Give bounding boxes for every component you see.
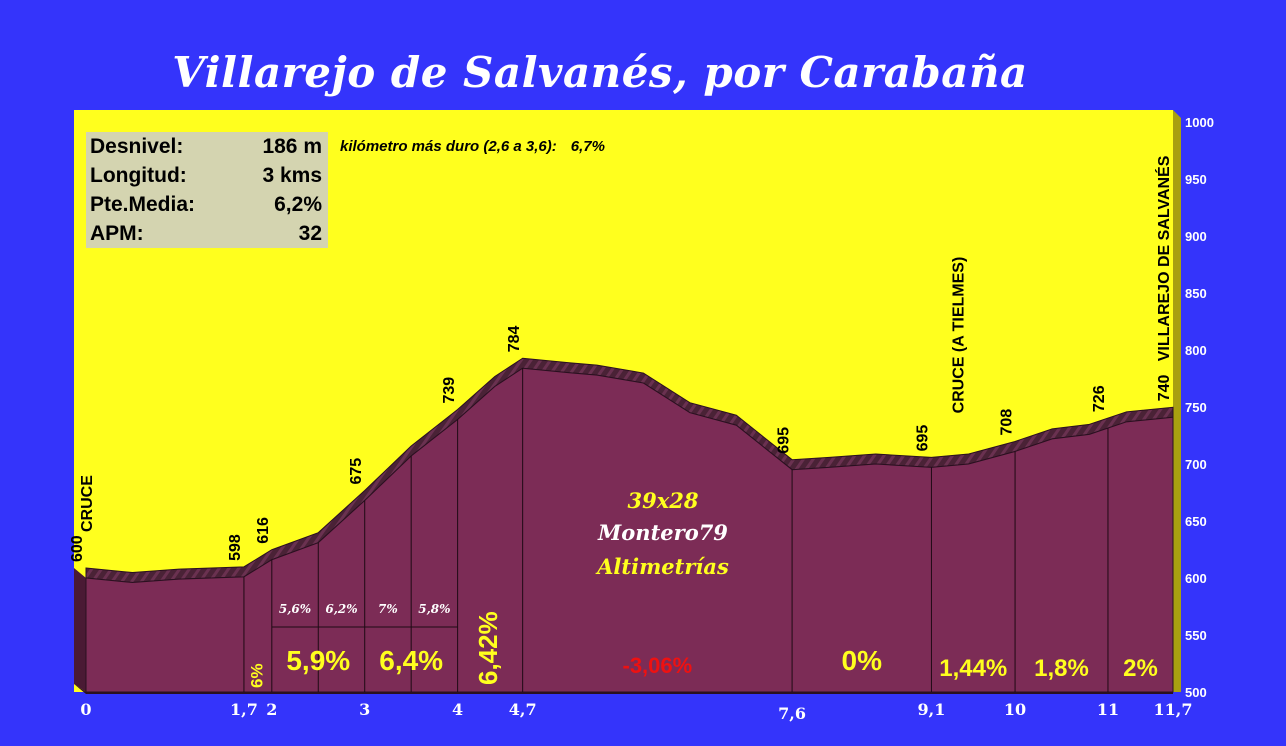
x-tick-label: 0 <box>80 700 91 719</box>
half-km-grade: 7% <box>378 602 398 616</box>
credit-author: Montero79 <box>597 520 728 545</box>
y-tick-label: 700 <box>1185 457 1207 472</box>
terrain-body <box>85 367 1174 693</box>
y-tick-label: 500 <box>1185 685 1207 700</box>
half-km-grade: 5,6% <box>279 602 311 616</box>
x-tick-label: 11 <box>1097 700 1119 719</box>
elevation-label: 695 <box>775 427 792 454</box>
credit-site: Altimetrías <box>595 554 729 579</box>
sky-panel-edge <box>1173 110 1181 692</box>
stat-value: 32 <box>298 222 322 245</box>
segment-grade: 1,44% <box>939 655 1007 682</box>
y-tick-label: 650 <box>1185 514 1207 529</box>
segment-grade: 6,4% <box>379 645 443 676</box>
elevation-label: 598 <box>227 534 244 561</box>
elevation-label: 784 <box>506 325 523 352</box>
place-label: CRUCE (A TIELMES) <box>951 257 968 414</box>
y-tick-label: 750 <box>1185 400 1207 415</box>
segment-grade: -3,06% <box>623 653 693 678</box>
elevation-label: 726 <box>1091 385 1108 412</box>
x-tick-label: 7,6 <box>778 704 806 723</box>
x-tick-label: 10 <box>1004 700 1026 719</box>
segment-grade: 2% <box>1123 655 1158 682</box>
y-tick-label: 900 <box>1185 229 1207 244</box>
stat-row-apm: APM: 32 <box>86 219 328 248</box>
segment-grade: 0% <box>842 645 883 676</box>
elevation-label: 695 <box>915 425 932 452</box>
stat-label: Pte.Media: <box>90 193 196 216</box>
x-tick-label: 9,1 <box>918 700 946 719</box>
terrain-side <box>74 568 86 692</box>
y-tick-label: 950 <box>1185 172 1207 187</box>
x-tick-label: 11,7 <box>1154 700 1193 719</box>
segment-grade: 6,42% <box>473 611 503 685</box>
x-tick-label: 4,7 <box>509 700 537 719</box>
x-tick-label: 3 <box>359 700 370 719</box>
elevation-label: 616 <box>255 517 272 544</box>
elevation-label: 739 <box>441 377 458 404</box>
stat-value: 186 m <box>262 135 322 158</box>
stat-row-longitud: Longitud: 3 kms <box>86 161 328 190</box>
half-km-grade: 6,2% <box>325 602 357 616</box>
stat-label: APM: <box>90 222 144 245</box>
terrain-bottom <box>74 684 1173 694</box>
stat-row-desnivel: Desnivel: 186 m <box>86 132 328 161</box>
stats-panel: Desnivel: 186 m Longitud: 3 kms Pte.Medi… <box>86 132 328 248</box>
place-label: VILLAREJO DE SALVANÉS <box>1154 155 1173 361</box>
stat-row-pendiente-media: Pte.Media: 6,2% <box>86 190 328 219</box>
place-label: CRUCE <box>79 475 96 532</box>
half-km-grade: 5,8% <box>418 602 450 616</box>
y-tick-label: 850 <box>1185 286 1207 301</box>
elevation-label: 740 <box>1156 374 1173 401</box>
y-tick-label: 550 <box>1185 628 1207 643</box>
stat-value: 6,2% <box>274 193 322 216</box>
x-tick-label: 4 <box>452 700 463 719</box>
y-tick-label: 600 <box>1185 571 1207 586</box>
x-tick-label: 1,7 <box>230 700 258 719</box>
y-tick-label: 800 <box>1185 343 1207 358</box>
hardest-km-note: kilómetro más duro (2,6 a 3,6): 6,7% <box>340 138 605 155</box>
hardest-km-value: 6,7% <box>570 138 605 155</box>
elevation-label: 708 <box>998 409 1015 436</box>
segment-grade: 5,9% <box>286 645 350 676</box>
chart-title: Villarejo de Salvanés, por Carabaña <box>172 48 1028 97</box>
elevation-label: 600 <box>69 535 86 562</box>
segment-grade: 6% <box>247 663 266 688</box>
y-tick-label: 1000 <box>1185 115 1214 130</box>
stat-value: 3 kms <box>262 164 322 187</box>
elevation-label: 675 <box>348 458 365 485</box>
credit-gear: 39x28 <box>628 488 699 513</box>
segment-grade: 1,8% <box>1034 655 1089 682</box>
x-tick-label: 2 <box>266 700 277 719</box>
stat-label: Desnivel: <box>90 135 184 158</box>
stat-label: Longitud: <box>90 164 187 187</box>
hardest-km-label: kilómetro más duro (2,6 a 3,6): <box>340 138 557 155</box>
